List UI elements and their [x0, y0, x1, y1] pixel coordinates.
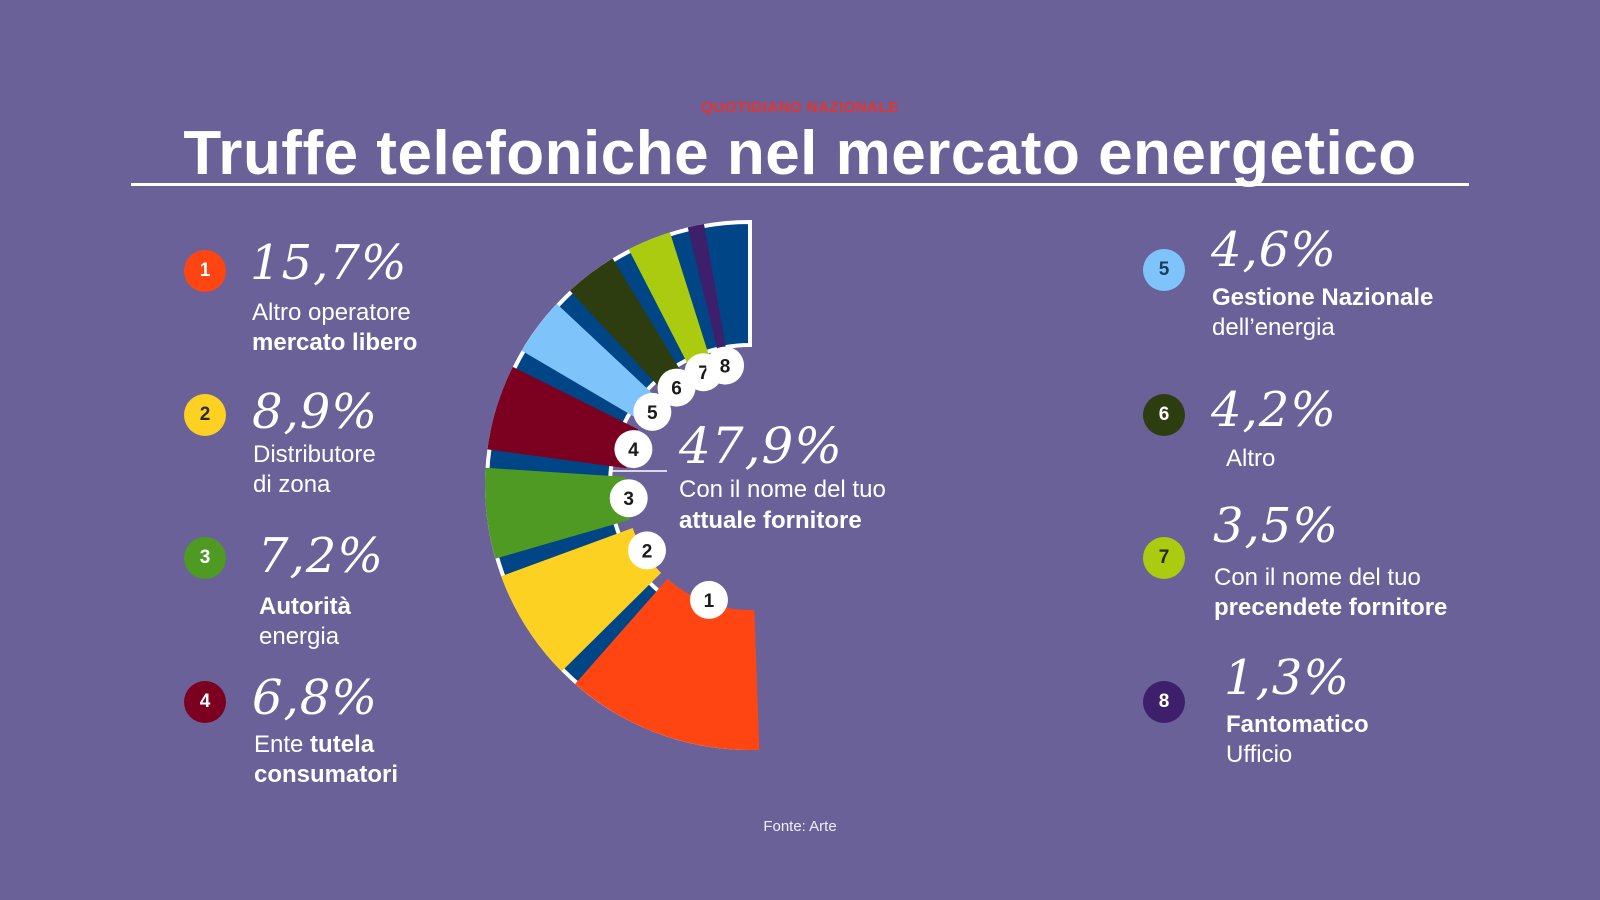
brand-name: QUOTIDIANO NAZIONALE	[701, 99, 899, 116]
legend-label-1a: Altro operatore	[252, 299, 411, 326]
slice-3	[485, 467, 630, 559]
slice-badge-label-4: 4	[628, 440, 639, 461]
slice-badge-label-7: 7	[698, 363, 709, 384]
slice-badge-circle-8	[706, 346, 745, 385]
slice-7	[628, 232, 713, 374]
source-note: Fonte: Arte	[763, 818, 837, 835]
slice-badge-label-1: 1	[704, 591, 715, 612]
legend-label-8b: Ufficio	[1226, 741, 1293, 768]
slice-badge-3: 3	[609, 479, 648, 518]
slice-8	[687, 224, 729, 364]
legend-value-3: 7,2%	[258, 528, 384, 584]
center-label: 47,9% Con il nome del tuo attuale fornit…	[679, 418, 886, 536]
slice-badge-label-8: 8	[720, 357, 731, 378]
page-title: Truffe telefoniche nel mercato energetic…	[183, 119, 1417, 188]
legend-label-3b: energia	[259, 623, 340, 650]
slice-badge-circle-5	[633, 392, 672, 431]
legend-badge-7: 7	[1143, 537, 1185, 579]
center-value: 47,9%	[679, 417, 843, 475]
legend-value-8: 1,3%	[1224, 650, 1350, 706]
slice-badge-circle-2	[628, 531, 667, 570]
legend-label-7a: Con il nome del tuo	[1214, 564, 1421, 591]
legend-label-5a: Gestione Nazionale	[1212, 284, 1434, 311]
slice-5	[521, 303, 659, 422]
legend-label-8a: Fantomatico	[1226, 711, 1369, 738]
legend-label-4a: Ente tutela	[254, 730, 374, 760]
legend-value-1: 15,7%	[250, 235, 408, 291]
slice-badge-4: 4	[614, 430, 653, 469]
slice-badge-circle-3	[609, 479, 648, 518]
slice-6	[569, 258, 686, 394]
slice-badge-label-5: 5	[647, 403, 658, 424]
legend-badge-5: 5	[1143, 249, 1185, 291]
legend-label-7b: precendete fornitore	[1214, 594, 1448, 621]
legend-label-3a: Autorità	[259, 593, 351, 620]
legend-value-6: 4,2%	[1211, 382, 1337, 438]
legend-label-5b: dell’energia	[1212, 314, 1335, 341]
slice-badge-5: 5	[633, 392, 672, 431]
legend-value-4: 6,8%	[252, 670, 378, 726]
legend-label-1b: mercato libero	[252, 329, 418, 356]
slice-1	[575, 578, 760, 750]
legend-label-6: Altro	[1226, 445, 1276, 472]
legend-label-2b: di zona	[253, 471, 331, 498]
legend-value-2: 8,9%	[252, 384, 378, 440]
slice-badge-label-2: 2	[642, 541, 653, 562]
legend-badge-8: 8	[1143, 681, 1185, 723]
legend-value-5: 4,6%	[1211, 222, 1337, 278]
slice-badge-1: 1	[689, 580, 728, 619]
legend-badge-1: 1	[184, 250, 226, 292]
center-line-2: attuale fornitore	[679, 507, 862, 534]
legend-label-2a: Distributore	[253, 441, 376, 468]
legend-badge-6: 6	[1143, 394, 1185, 436]
slice-badge-circle-1	[689, 580, 728, 619]
legend-badge-3: 3	[184, 537, 226, 579]
title-underline	[131, 183, 1469, 186]
legend-badge-2: 2	[184, 394, 226, 436]
slice-2	[501, 528, 662, 672]
slice-badge-label-6: 6	[671, 379, 682, 400]
legend-label-4b: consumatori	[254, 761, 399, 788]
legend-label-4-regular: Ente	[254, 731, 304, 758]
legend-value-7: 3,5%	[1213, 498, 1339, 554]
slice-badge-label-3: 3	[623, 489, 634, 510]
center-line-1: Con il nome del tuo	[679, 476, 886, 503]
slice-badge-2: 2	[628, 531, 667, 570]
slice-4	[487, 366, 639, 469]
legend-label-4-bold: tutela	[310, 731, 375, 758]
slice-badge-circle-4	[614, 430, 653, 469]
legend-badge-4: 4	[184, 681, 226, 723]
slice-badge-8: 8	[706, 346, 745, 385]
